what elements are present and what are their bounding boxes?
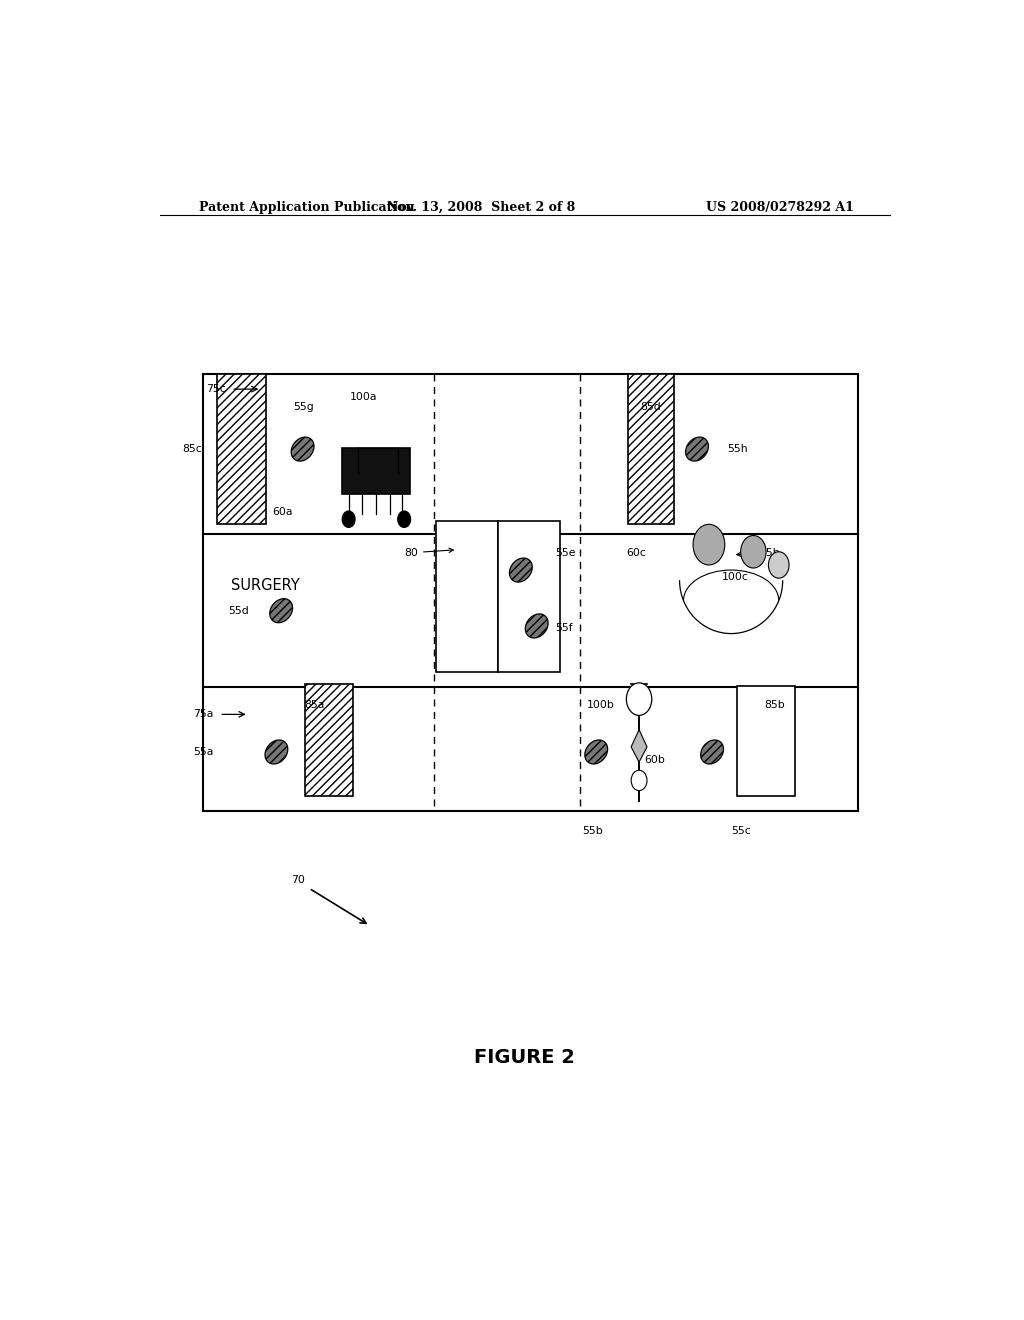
Text: 75a: 75a <box>194 709 213 719</box>
Text: 55d: 55d <box>228 606 249 615</box>
Text: 55a: 55a <box>194 747 213 756</box>
Circle shape <box>740 536 766 568</box>
Text: 55f: 55f <box>555 623 572 634</box>
Circle shape <box>342 511 355 528</box>
Circle shape <box>693 524 725 565</box>
Ellipse shape <box>585 741 607 764</box>
Text: 75b: 75b <box>736 548 779 558</box>
Text: 70: 70 <box>291 875 304 884</box>
Polygon shape <box>631 730 647 762</box>
Ellipse shape <box>269 599 293 623</box>
Circle shape <box>631 771 647 791</box>
Bar <box>305 684 352 796</box>
Ellipse shape <box>509 558 532 582</box>
Text: 100a: 100a <box>350 392 378 403</box>
Text: 60a: 60a <box>272 507 293 517</box>
Text: 85b: 85b <box>765 700 785 710</box>
Bar <box>498 521 560 672</box>
Text: 75c: 75c <box>206 384 225 395</box>
Bar <box>628 374 674 524</box>
Ellipse shape <box>525 614 548 638</box>
Ellipse shape <box>291 437 314 461</box>
Bar <box>436 521 498 672</box>
Text: 85a: 85a <box>304 700 325 710</box>
Text: 85d: 85d <box>640 403 660 412</box>
Ellipse shape <box>265 741 288 764</box>
Text: 55g: 55g <box>293 403 313 412</box>
Text: 85c: 85c <box>182 444 202 454</box>
Text: 60b: 60b <box>644 755 665 766</box>
Circle shape <box>627 682 652 715</box>
Text: 100c: 100c <box>722 572 749 582</box>
Text: 55c: 55c <box>731 826 751 837</box>
Ellipse shape <box>686 437 709 461</box>
Text: 60c: 60c <box>627 548 646 558</box>
Text: US 2008/0278292 A1: US 2008/0278292 A1 <box>707 201 854 214</box>
Text: FIGURE 2: FIGURE 2 <box>474 1048 575 1068</box>
Bar <box>737 686 795 796</box>
Ellipse shape <box>700 741 724 764</box>
Text: 80: 80 <box>404 548 454 558</box>
Text: Nov. 13, 2008  Sheet 2 of 8: Nov. 13, 2008 Sheet 2 of 8 <box>387 201 575 214</box>
Circle shape <box>397 511 411 528</box>
Text: 55b: 55b <box>582 826 603 837</box>
Text: 55e: 55e <box>555 548 575 558</box>
Circle shape <box>768 552 790 578</box>
Bar <box>217 374 266 524</box>
Text: Patent Application Publication: Patent Application Publication <box>200 201 415 214</box>
Bar <box>342 447 410 494</box>
Text: 55h: 55h <box>727 444 748 454</box>
Text: 100b: 100b <box>587 700 614 710</box>
Text: SURGERY: SURGERY <box>231 578 300 593</box>
